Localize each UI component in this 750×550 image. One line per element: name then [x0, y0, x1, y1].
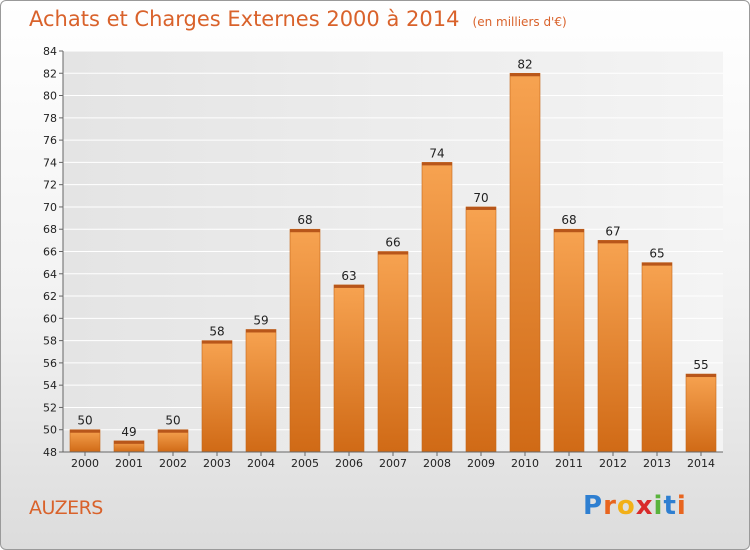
- bar-value-label: 68: [561, 213, 576, 227]
- bar-cap: [422, 162, 452, 166]
- bar-cap: [466, 206, 496, 210]
- bar-value-label: 65: [649, 247, 664, 261]
- bar-2013: [641, 262, 673, 453]
- logo-letter: P: [583, 491, 604, 521]
- bar-value-label: 66: [385, 236, 400, 250]
- bar-cap: [686, 374, 716, 378]
- logo-letter: t: [663, 491, 677, 521]
- y-tick-label: 58: [43, 335, 57, 348]
- bar-2005: [289, 228, 321, 453]
- x-tick-label: 2007: [379, 457, 407, 470]
- bar-value-label: 67: [605, 224, 620, 238]
- x-tick-label: 2014: [687, 457, 715, 470]
- bar-value-label: 70: [473, 191, 488, 205]
- y-tick-label: 62: [43, 290, 57, 303]
- x-tick-label: 2005: [291, 457, 319, 470]
- y-tick-label: 80: [43, 90, 57, 103]
- y-tick-label: 74: [43, 156, 57, 169]
- y-tick-label: 76: [43, 134, 57, 147]
- x-tick-label: 2008: [423, 457, 451, 470]
- y-tick-label: 72: [43, 179, 57, 192]
- bar-cap: [290, 229, 320, 233]
- y-tick-label: 50: [43, 424, 57, 437]
- bar-value-label: 50: [77, 414, 92, 428]
- x-tick-label: 2006: [335, 457, 363, 470]
- bar-cap: [70, 429, 100, 433]
- x-tick-label: 2001: [115, 457, 143, 470]
- x-tick-label: 2002: [159, 457, 187, 470]
- bar-value-label: 50: [165, 414, 180, 428]
- bar-cap: [158, 429, 188, 433]
- y-tick-label: 48: [43, 446, 57, 459]
- bar-value-label: 63: [341, 269, 356, 283]
- x-tick-label: 2000: [71, 457, 99, 470]
- y-tick-label: 56: [43, 357, 57, 370]
- bar-2011: [553, 228, 585, 453]
- bar-2003: [201, 340, 233, 453]
- y-tick-label: 66: [43, 246, 57, 259]
- y-tick-label: 64: [43, 268, 57, 281]
- bar-cap: [598, 240, 628, 244]
- y-tick-label: 54: [43, 379, 57, 392]
- logo-letter: x: [635, 491, 654, 521]
- y-tick-label: 68: [43, 223, 57, 236]
- x-tick-label: 2011: [555, 457, 583, 470]
- bar-2010: [509, 72, 541, 453]
- bar-cap: [642, 262, 672, 266]
- bar-cap: [378, 251, 408, 255]
- title-row: Achats et Charges Externes 2000 à 2014 (…: [29, 7, 567, 31]
- x-tick-label: 2009: [467, 457, 495, 470]
- y-tick-label: 78: [43, 112, 57, 125]
- bar-2014: [685, 373, 717, 453]
- bar-cap: [554, 229, 584, 233]
- x-tick-label: 2004: [247, 457, 275, 470]
- bar-2009: [465, 206, 497, 453]
- bar-cap: [510, 73, 540, 77]
- bar-value-label: 59: [253, 313, 268, 327]
- bar-cap: [334, 284, 364, 288]
- bar-2012: [597, 240, 629, 453]
- bar-2006: [333, 284, 365, 453]
- chart-subtitle: (en milliers d'€): [472, 15, 567, 29]
- bar-2000: [69, 429, 101, 453]
- bars: [69, 72, 717, 453]
- bar-value-label: 49: [121, 425, 136, 439]
- bar-cap: [246, 329, 276, 333]
- y-tick-label: 84: [43, 45, 57, 58]
- bar-value-label: 55: [693, 358, 708, 372]
- bar-value-label: 58: [209, 325, 224, 339]
- y-tick-label: 70: [43, 201, 57, 214]
- bar-value-label: 82: [517, 57, 532, 71]
- x-axis: 2000 2001 2002 2003 2004 2005 2006 2007 2008 2009…: [63, 451, 723, 470]
- bar-cap: [202, 340, 232, 344]
- bar-cap: [114, 440, 144, 444]
- bar-2008: [421, 162, 453, 453]
- bar-value-label: 74: [429, 146, 444, 160]
- bar-2002: [157, 429, 189, 453]
- y-tick-label: 52: [43, 401, 57, 414]
- x-tick-label: 2010: [511, 457, 539, 470]
- x-tick-label: 2013: [643, 457, 671, 470]
- bar-value-label: 68: [297, 213, 312, 227]
- logo-letter: r: [603, 491, 617, 521]
- commune-name: AUZERS: [29, 497, 103, 519]
- chart-title: Achats et Charges Externes 2000 à 2014: [29, 7, 460, 31]
- y-tick-label: 60: [43, 312, 57, 325]
- bar-2007: [377, 251, 409, 453]
- y-tick-label: 82: [43, 67, 57, 80]
- bar-2004: [245, 329, 277, 453]
- logo-letter: o: [616, 491, 636, 521]
- x-tick-label: 2003: [203, 457, 231, 470]
- bar-labels: 50 49 50 58 59 68 63 66 74 70 82 68 67 65 55: [77, 57, 708, 439]
- x-tick-label: 2012: [599, 457, 627, 470]
- y-axis: 48 50 52 54 56 58 60 62 64 66 68 70 72 74 76 78 80 82 84: [43, 45, 64, 459]
- proxiti-logo: Proxiti: [583, 491, 687, 521]
- logo-letter: i: [676, 491, 687, 521]
- logo-letter: i: [653, 491, 664, 521]
